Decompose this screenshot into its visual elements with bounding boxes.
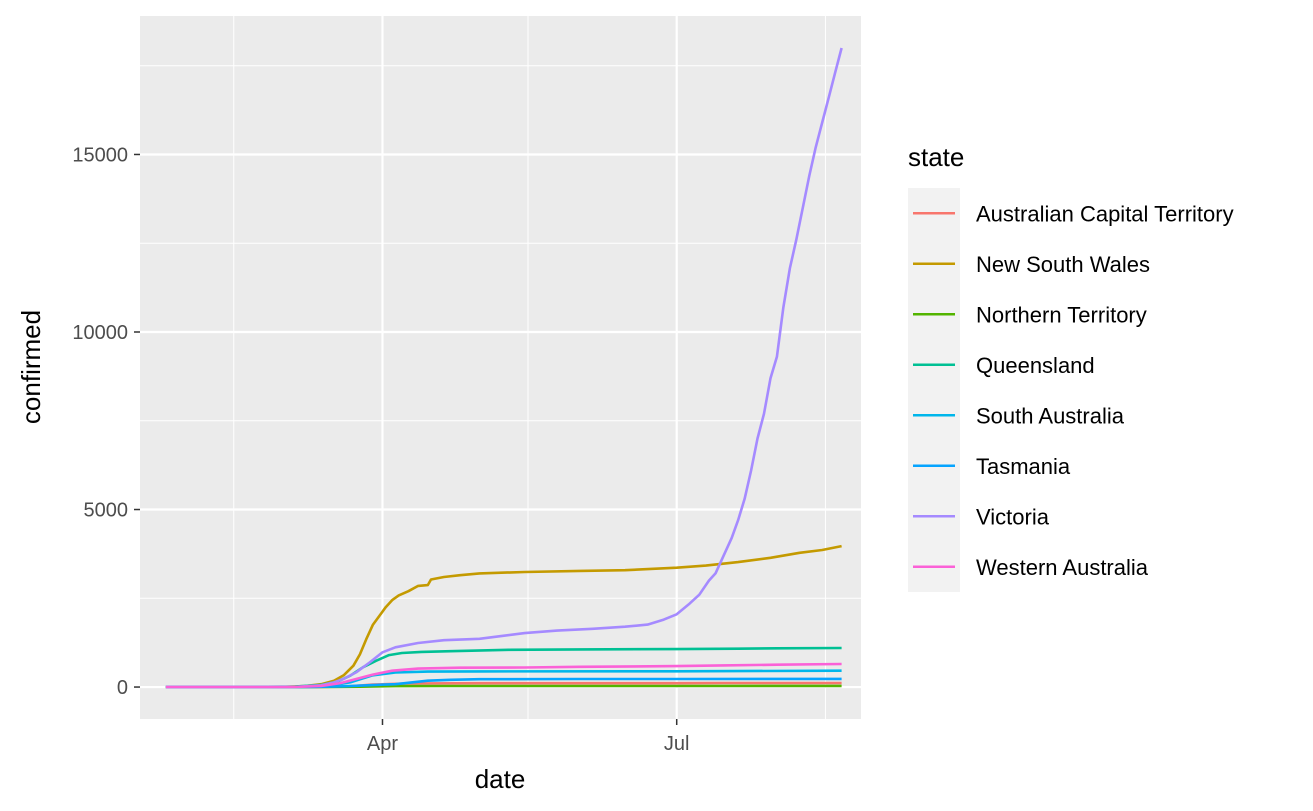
series-line (165, 544, 842, 689)
y-tick-label: 15000 (72, 144, 128, 166)
y-tick-label: 10000 (72, 322, 128, 344)
plot-panel (140, 16, 861, 719)
legend-label: Australian Capital Territory (976, 201, 1234, 226)
legend-label: New South Wales (976, 252, 1150, 277)
x-tick-label: Apr (367, 733, 398, 755)
series-line (165, 677, 842, 689)
legend-items: Australian Capital Territory New South Wa… (913, 201, 1234, 580)
x-tick-label: Jul (664, 733, 690, 755)
legend: state Australian Capital Territory New So… (908, 142, 1234, 592)
legend-label: Northern Territory (976, 302, 1147, 327)
legend-label: Victoria (976, 504, 1050, 529)
series-lines (165, 47, 843, 689)
legend-title: state (908, 142, 964, 172)
legend-label: Queensland (976, 353, 1095, 378)
x-axis: Apr Jul (367, 719, 690, 755)
x-axis-title: date (475, 764, 526, 794)
legend-label: Western Australia (976, 555, 1149, 580)
y-tick-label: 0 (117, 677, 128, 699)
legend-label: Tasmania (976, 454, 1071, 479)
y-axis: 0 5000 10000 15000 (72, 144, 140, 699)
minor-gridlines (140, 16, 861, 719)
legend-label: South Australia (976, 403, 1125, 428)
y-tick-label: 5000 (84, 500, 129, 522)
series-line (165, 47, 843, 689)
y-axis-title: confirmed (16, 310, 46, 424)
legend-key-background (908, 188, 960, 592)
series-line (165, 662, 842, 689)
